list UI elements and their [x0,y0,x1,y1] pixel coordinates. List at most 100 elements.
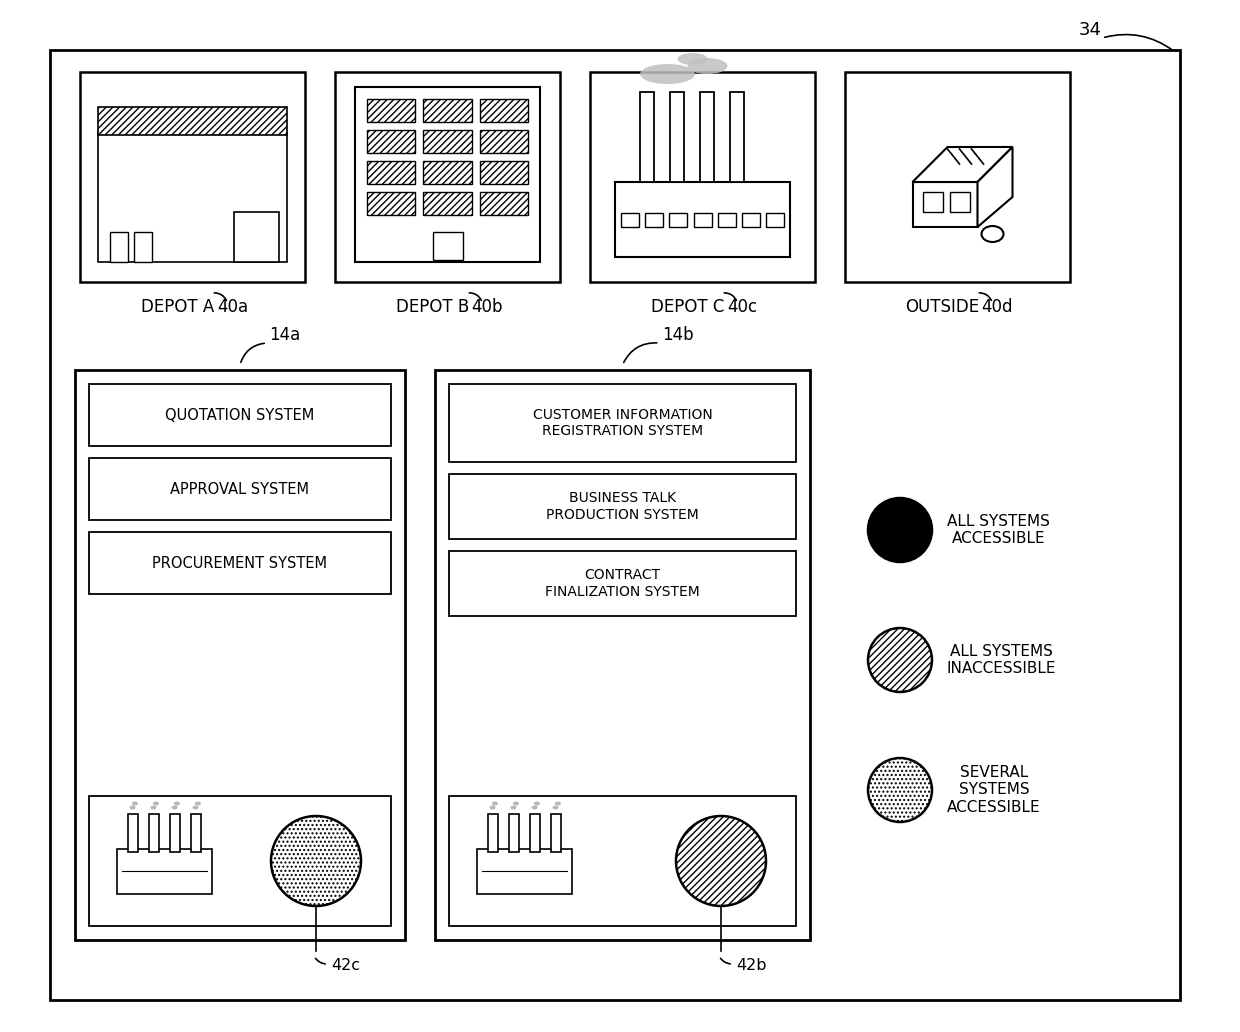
Bar [670,92,684,182]
Bar [367,192,415,215]
Bar [670,213,687,226]
Bar [476,848,572,894]
Text: 14b: 14b [662,326,693,344]
Bar [98,132,286,262]
Bar [480,130,528,153]
Circle shape [676,816,766,906]
Bar [766,213,784,226]
Text: 40d: 40d [982,298,1013,316]
Bar [730,92,744,182]
Circle shape [868,628,932,692]
Text: OUTSIDE: OUTSIDE [905,298,980,316]
Bar [701,92,714,182]
Ellipse shape [129,806,135,809]
Ellipse shape [511,806,517,809]
Text: 42c: 42c [331,959,360,973]
Text: QUOTATION SYSTEM: QUOTATION SYSTEM [165,408,315,422]
Bar [234,212,279,262]
Bar [742,213,760,226]
Bar [615,182,790,257]
Bar [367,161,415,184]
Polygon shape [913,147,1013,182]
Text: BUSINESS TALK
PRODUCTION SYSTEM: BUSINESS TALK PRODUCTION SYSTEM [546,491,699,521]
Bar [529,813,539,851]
Bar [551,813,560,851]
Text: DEPOT A: DEPOT A [141,298,215,316]
Bar [693,213,712,226]
Text: 34: 34 [1079,21,1101,39]
Ellipse shape [174,802,180,806]
Ellipse shape [556,802,560,806]
Text: 40c: 40c [728,298,758,316]
Bar [134,232,153,262]
Bar [480,192,528,215]
Bar [74,370,405,940]
Text: APPROVAL SYSTEM: APPROVAL SYSTEM [171,482,310,496]
Bar [367,130,415,153]
Bar [110,232,128,262]
Bar [423,161,471,184]
Bar [89,458,391,520]
Bar [449,474,796,539]
Polygon shape [977,147,1013,227]
Text: ALL SYSTEMS
INACCESSIBLE: ALL SYSTEMS INACCESSIBLE [947,644,1056,676]
Text: SEVERAL
SYSTEMS
ACCESSIBLE: SEVERAL SYSTEMS ACCESSIBLE [947,765,1040,815]
Ellipse shape [171,806,177,809]
Bar [449,384,796,462]
Ellipse shape [534,802,539,806]
Ellipse shape [687,58,728,74]
Bar [844,72,1070,282]
Ellipse shape [513,802,518,806]
Bar [423,130,471,153]
Bar [480,99,528,122]
Bar [170,813,180,851]
Text: CUSTOMER INFORMATION
REGISTRATION SYSTEM: CUSTOMER INFORMATION REGISTRATION SYSTEM [533,408,712,439]
Bar [191,813,201,851]
Bar [480,161,528,184]
Ellipse shape [131,802,138,806]
Bar [433,232,463,260]
Bar [335,72,560,282]
Bar [718,213,735,226]
Ellipse shape [192,806,198,809]
Text: 14a: 14a [269,326,300,344]
Circle shape [868,757,932,823]
Text: 40b: 40b [471,298,503,316]
Ellipse shape [532,806,537,809]
Bar [640,92,653,182]
Text: 42b: 42b [737,959,766,973]
Bar [128,813,138,851]
Bar [423,192,471,215]
Bar [449,796,796,926]
Ellipse shape [553,806,558,809]
Ellipse shape [195,802,201,806]
Ellipse shape [492,802,498,806]
Ellipse shape [640,64,694,84]
Ellipse shape [982,226,1003,241]
Text: PROCUREMENT SYSTEM: PROCUREMENT SYSTEM [153,555,327,571]
Ellipse shape [150,806,156,809]
Ellipse shape [153,802,159,806]
Bar [98,107,286,135]
Bar [149,813,159,851]
Polygon shape [913,182,977,227]
Bar [645,213,663,226]
Bar [621,213,639,226]
Circle shape [272,816,361,906]
Ellipse shape [677,53,708,65]
Text: ALL SYSTEMS
ACCESSIBLE: ALL SYSTEMS ACCESSIBLE [947,514,1050,546]
Bar [950,192,970,212]
Circle shape [868,498,932,562]
Bar [449,551,796,616]
Bar [487,813,497,851]
Bar [590,72,815,282]
Bar [89,384,391,446]
Bar [89,796,391,926]
Bar [89,533,391,594]
Bar [367,99,415,122]
Bar [923,192,942,212]
Text: 40a: 40a [217,298,248,316]
Text: DEPOT B: DEPOT B [396,298,469,316]
Bar [423,99,471,122]
Bar [355,87,539,262]
